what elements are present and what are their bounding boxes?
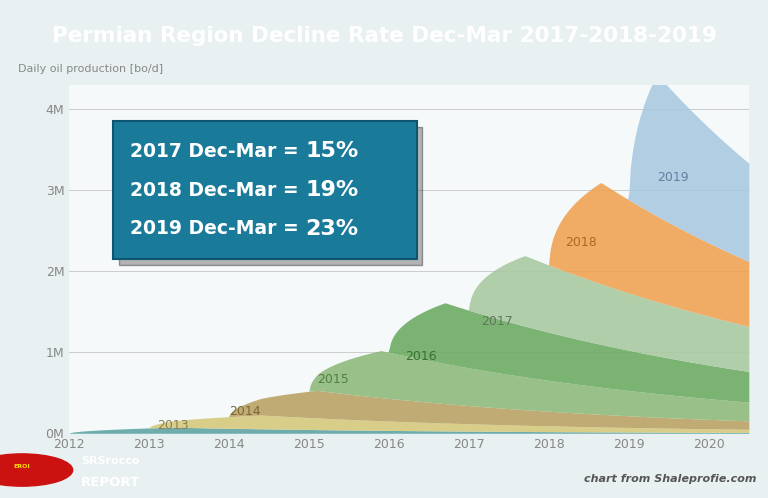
Text: EROI: EROI: [14, 464, 31, 469]
FancyBboxPatch shape: [118, 127, 422, 265]
Text: 2018 Dec-Mar =: 2018 Dec-Mar =: [130, 181, 305, 200]
Text: 2017: 2017: [481, 315, 513, 328]
Text: 2019: 2019: [657, 171, 688, 184]
Text: REPORT: REPORT: [81, 477, 141, 490]
Text: 2018: 2018: [565, 236, 597, 249]
Text: Daily oil production [bo/d]: Daily oil production [bo/d]: [18, 64, 164, 74]
Text: 23%: 23%: [306, 219, 359, 239]
Text: chart from Shaleprofie.com: chart from Shaleprofie.com: [584, 474, 756, 484]
Text: SRSrocco: SRSrocco: [81, 457, 140, 467]
Text: 2014: 2014: [229, 405, 260, 418]
Text: 15%: 15%: [305, 141, 359, 161]
Circle shape: [0, 454, 73, 486]
Text: Permian Region Decline Rate Dec-Mar 2017-2018-2019: Permian Region Decline Rate Dec-Mar 2017…: [51, 26, 717, 46]
Text: 2015: 2015: [317, 374, 349, 386]
Text: 2017 Dec-Mar =: 2017 Dec-Mar =: [130, 142, 305, 161]
Text: 2013: 2013: [157, 419, 189, 432]
Text: 19%: 19%: [305, 180, 359, 200]
Text: 2019 Dec-Mar =: 2019 Dec-Mar =: [130, 219, 306, 238]
Text: 2016: 2016: [405, 350, 436, 363]
FancyBboxPatch shape: [113, 121, 417, 259]
